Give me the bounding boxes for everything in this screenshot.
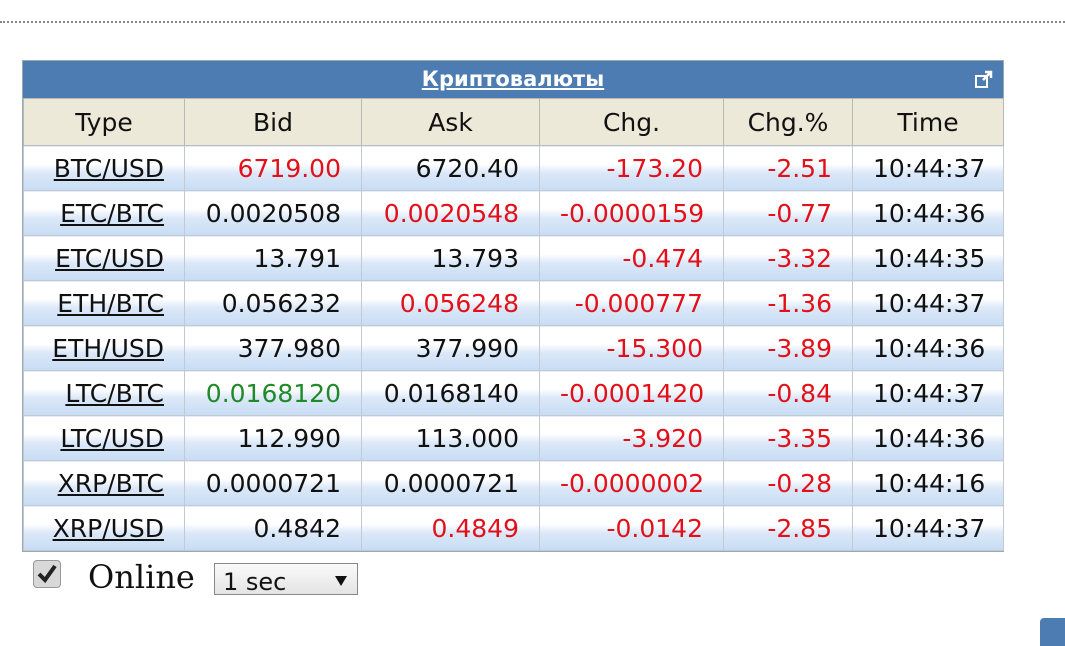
crypto-widget: Криптовалюты Type Bid Ask Chg. Chg.% Time BTC… xyxy=(22,60,1004,552)
cell: 377.990 xyxy=(361,325,540,371)
cell: ETC/BTC xyxy=(23,190,185,236)
cell: 10:44:36 xyxy=(852,415,1004,461)
cell: 13.793 xyxy=(361,235,540,281)
cell: 10:44:36 xyxy=(852,190,1004,236)
cell: -0.474 xyxy=(539,235,724,281)
dropdown-arrow xyxy=(335,576,347,586)
cell: -0.0001420 xyxy=(539,370,724,416)
cell: 0.0020508 xyxy=(184,190,362,236)
cell: -0.77 xyxy=(723,190,853,236)
quote-row: ETH/USD 377.980 377.990 -15.300 -3.89 10:44:3… xyxy=(23,325,1004,371)
cell: ETH/USD xyxy=(23,325,185,371)
quote-row: LTC/BTC 0.0168120 0.0168140 -0.0001420 -0.84… xyxy=(23,370,1004,416)
expand-icon[interactable] xyxy=(975,70,993,88)
pair-link[interactable]: XRP/USD xyxy=(52,513,164,543)
interval-value: 1 sec xyxy=(223,568,287,596)
header-row: Type Bid Ask Chg. Chg.% Time xyxy=(23,98,1004,146)
cell: 0.0168120 xyxy=(184,370,362,416)
cell: -0.84 xyxy=(723,370,853,416)
cell: 6719.00 xyxy=(184,145,362,191)
pair-link[interactable]: LTC/USD xyxy=(60,423,164,453)
widget-title[interactable]: Криптовалюты xyxy=(421,67,605,91)
pair-link[interactable]: XRP/BTC xyxy=(57,468,164,498)
cell: 0.0168140 xyxy=(361,370,540,416)
cell: -3.32 xyxy=(723,235,853,281)
cell: -2.85 xyxy=(723,505,853,551)
cell: LTC/BTC xyxy=(23,370,185,416)
column-header: Type xyxy=(23,98,185,146)
cell: -3.89 xyxy=(723,325,853,371)
cell: 6720.40 xyxy=(361,145,540,191)
cell: -0.0000159 xyxy=(539,190,724,236)
cell: XRP/BTC xyxy=(23,460,185,506)
quote-row: LTC/USD 112.990 113.000 -3.920 -3.35 10:44:36 xyxy=(23,415,1004,461)
pair-link[interactable]: ETC/USD xyxy=(55,243,164,273)
quotes-table: Type Bid Ask Chg. Chg.% Time BTC/USD 6719.00 67… xyxy=(23,98,1004,551)
cell: 10:44:16 xyxy=(852,460,1004,506)
cell: 10:44:37 xyxy=(852,145,1004,191)
cell: 0.056248 xyxy=(361,280,540,326)
column-header: Chg.% xyxy=(723,98,853,146)
cell: -15.300 xyxy=(539,325,724,371)
cell: ETC/USD xyxy=(23,235,185,281)
cell: 10:44:37 xyxy=(852,370,1004,416)
cell: 10:44:37 xyxy=(852,505,1004,551)
cell: 10:44:35 xyxy=(852,235,1004,281)
column-header: Time xyxy=(852,98,1004,146)
cell: 0.056232 xyxy=(184,280,362,326)
cell: -1.36 xyxy=(723,280,853,326)
interval-select[interactable]: 1 sec xyxy=(214,563,358,596)
cell: 10:44:36 xyxy=(852,325,1004,371)
pair-link[interactable]: ETH/BTC xyxy=(57,288,164,318)
pair-link[interactable]: ETC/BTC xyxy=(60,198,164,228)
table-body: BTC/USD 6719.00 6720.40 -173.20 -2.51 10:44:3… xyxy=(23,145,1004,551)
quote-row: XRP/BTC 0.0000721 0.0000721 -0.0000002 -0.28… xyxy=(23,460,1004,506)
cell: -173.20 xyxy=(539,145,724,191)
cell: 0.0020548 xyxy=(361,190,540,236)
cell: 113.000 xyxy=(361,415,540,461)
cell: 377.980 xyxy=(184,325,362,371)
corner-button[interactable] xyxy=(1040,618,1065,646)
cell: ETH/BTC xyxy=(23,280,185,326)
online-checkbox[interactable] xyxy=(33,560,61,588)
quote-row: ETC/BTC 0.0020508 0.0020548 -0.0000159 -0.77… xyxy=(23,190,1004,236)
cell: 0.4842 xyxy=(184,505,362,551)
cell: 10:44:37 xyxy=(852,280,1004,326)
cell: -0.0142 xyxy=(539,505,724,551)
cell: -2.51 xyxy=(723,145,853,191)
pair-link[interactable]: LTC/BTC xyxy=(65,378,164,408)
cell: LTC/USD xyxy=(23,415,185,461)
cell: -3.35 xyxy=(723,415,853,461)
pair-link[interactable]: BTC/USD xyxy=(53,153,164,183)
online-label: Online xyxy=(88,558,195,596)
cell: XRP/USD xyxy=(23,505,185,551)
column-header: Chg. xyxy=(539,98,724,146)
divider xyxy=(0,21,1065,23)
cell: 0.4849 xyxy=(361,505,540,551)
cell: -3.920 xyxy=(539,415,724,461)
cell: 112.990 xyxy=(184,415,362,461)
column-header: Ask xyxy=(361,98,540,146)
quote-row: ETH/BTC 0.056232 0.056248 -0.000777 -1.36 10:… xyxy=(23,280,1004,326)
cell: 0.0000721 xyxy=(184,460,362,506)
quote-row: XRP/USD 0.4842 0.4849 -0.0142 -2.85 10:44:37 xyxy=(23,505,1004,551)
widget-header: Криптовалюты xyxy=(23,61,1003,98)
cell: -0.0000002 xyxy=(539,460,724,506)
cell: 0.0000721 xyxy=(361,460,540,506)
column-header: Bid xyxy=(184,98,362,146)
cell: BTC/USD xyxy=(23,145,185,191)
quote-row: BTC/USD 6719.00 6720.40 -173.20 -2.51 10:44:3… xyxy=(23,145,1004,191)
cell: -0.000777 xyxy=(539,280,724,326)
quote-row: ETC/USD 13.791 13.793 -0.474 -3.32 10:44:35 xyxy=(23,235,1004,281)
pair-link[interactable]: ETH/USD xyxy=(52,333,164,363)
cell: -0.28 xyxy=(723,460,853,506)
cell: 13.791 xyxy=(184,235,362,281)
